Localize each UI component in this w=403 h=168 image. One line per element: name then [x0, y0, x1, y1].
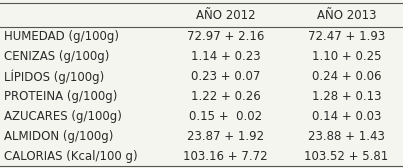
- Text: 1.14 + 0.23: 1.14 + 0.23: [191, 50, 260, 63]
- Text: PROTEINA (g/100g): PROTEINA (g/100g): [4, 90, 117, 103]
- Text: 0.24 + 0.06: 0.24 + 0.06: [312, 70, 381, 83]
- Text: 1.28 + 0.13: 1.28 + 0.13: [312, 90, 381, 103]
- Text: AÑO 2013: AÑO 2013: [317, 9, 376, 22]
- Text: LÍPIDOS (g/100g): LÍPIDOS (g/100g): [4, 69, 104, 84]
- Text: 72.97 + 2.16: 72.97 + 2.16: [187, 30, 264, 43]
- Text: ALMIDON (g/100g): ALMIDON (g/100g): [4, 130, 113, 143]
- Text: 0.15 +  0.02: 0.15 + 0.02: [189, 110, 262, 123]
- Text: CALORIAS (Kcal/100 g): CALORIAS (Kcal/100 g): [4, 150, 138, 163]
- Text: AZUCARES (g/100g): AZUCARES (g/100g): [4, 110, 122, 123]
- Text: HUMEDAD (g/100g): HUMEDAD (g/100g): [4, 30, 119, 43]
- Text: 72.47 + 1.93: 72.47 + 1.93: [308, 30, 385, 43]
- Text: 0.14 + 0.03: 0.14 + 0.03: [312, 110, 381, 123]
- Text: AÑO 2012: AÑO 2012: [196, 9, 256, 22]
- Text: CENIZAS (g/100g): CENIZAS (g/100g): [4, 50, 109, 63]
- Text: 103.52 + 5.81: 103.52 + 5.81: [304, 150, 389, 163]
- Text: 1.22 + 0.26: 1.22 + 0.26: [191, 90, 261, 103]
- Text: 23.88 + 1.43: 23.88 + 1.43: [308, 130, 385, 143]
- Text: 23.87 + 1.92: 23.87 + 1.92: [187, 130, 264, 143]
- Text: 0.23 + 0.07: 0.23 + 0.07: [191, 70, 260, 83]
- Text: 103.16 + 7.72: 103.16 + 7.72: [183, 150, 268, 163]
- Text: 1.10 + 0.25: 1.10 + 0.25: [312, 50, 381, 63]
